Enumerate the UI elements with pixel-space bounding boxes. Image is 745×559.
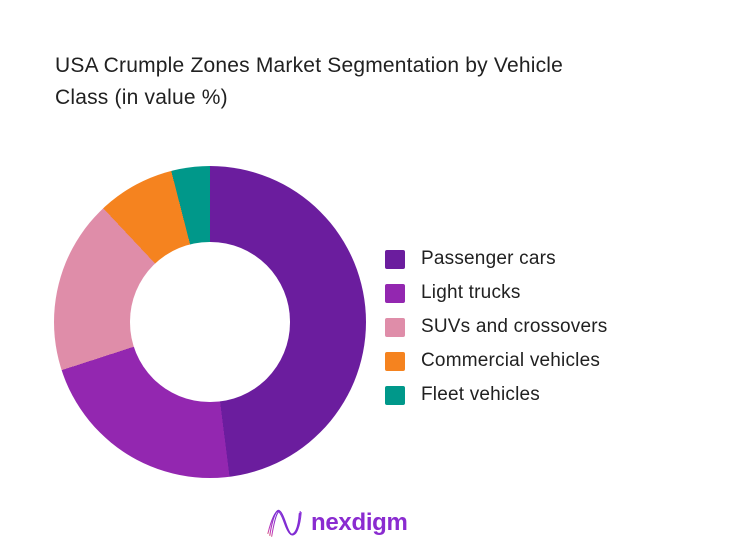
chart-title-line-2: Class (in value %) (55, 86, 228, 109)
nexdigm-logo-text: nexdigm (311, 509, 408, 536)
legend-item: Light trucks (385, 282, 607, 303)
nexdigm-logo: nexdigm (266, 505, 408, 541)
legend-swatch (385, 249, 405, 269)
legend-swatch (385, 283, 405, 303)
legend-swatch (385, 385, 405, 405)
legend-swatch (385, 317, 405, 337)
chart-title: USA Crumple Zones Market Segmentation by… (55, 50, 563, 114)
legend-item: Commercial vehicles (385, 350, 607, 371)
legend-item: SUVs and crossovers (385, 316, 608, 337)
donut-hole (130, 242, 290, 402)
legend-label: SUVs and crossovers (421, 316, 608, 337)
chart-title-line-1: USA Crumple Zones Market Segmentation by… (55, 54, 564, 77)
legend-label: Passenger cars (421, 248, 556, 269)
legend-label: Light trucks (421, 282, 521, 303)
legend-swatch (385, 351, 405, 371)
legend-item: Passenger cars (385, 248, 607, 269)
legend-label: Commercial vehicles (421, 350, 601, 371)
legend: Passenger cars Light trucks SUVs and cross… (385, 248, 608, 405)
legend-label: Fleet vehicles (421, 384, 540, 405)
legend-item: Fleet vehicles (385, 384, 607, 405)
donut-chart-area (54, 166, 366, 478)
nexdigm-logo-icon (267, 509, 302, 537)
